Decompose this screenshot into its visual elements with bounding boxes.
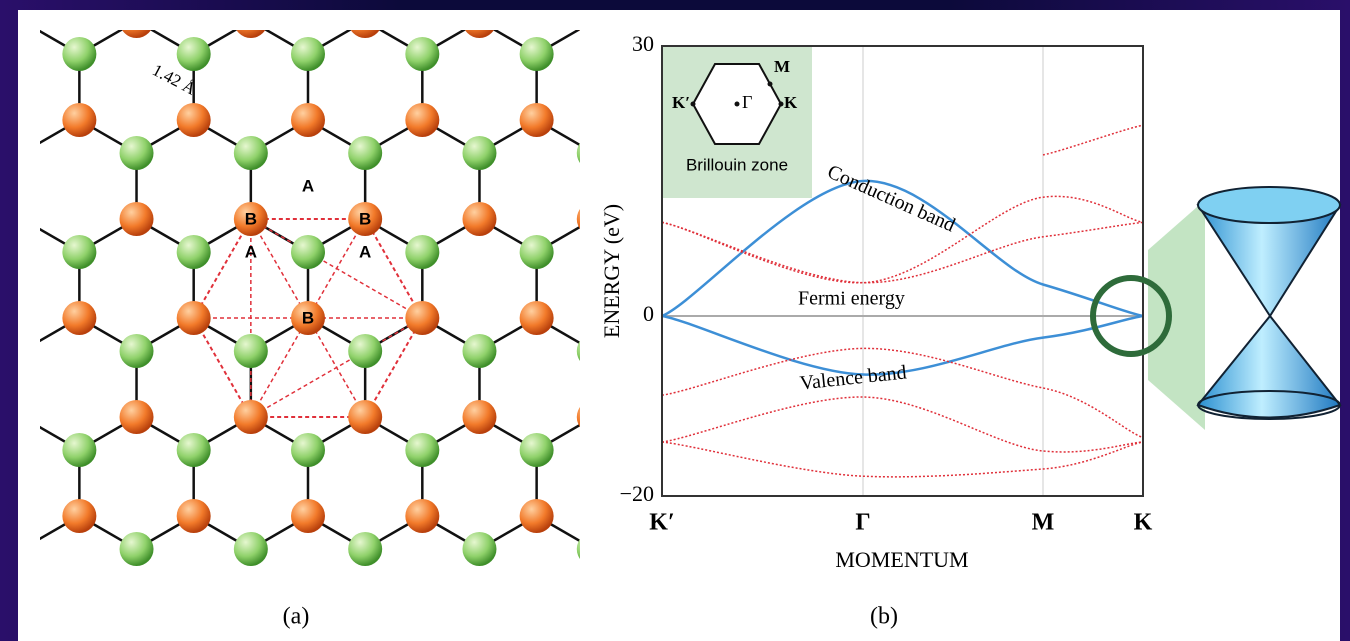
x-tick-label: Γ: [855, 510, 870, 536]
atom-b: [291, 499, 325, 533]
atom-label: B: [359, 209, 371, 228]
atom-b: [62, 499, 96, 533]
bz-point: [768, 81, 773, 86]
atom-a: [462, 136, 496, 170]
atom-b: [462, 400, 496, 434]
atom-a: [177, 433, 211, 467]
atom-a: [234, 532, 268, 566]
atom-label: A: [302, 176, 314, 195]
figure: AAABBB1.42 Å (a) (b) K′ΓMK300−20ΓKK′MBri…: [0, 0, 1350, 641]
atom-b: [520, 301, 554, 335]
atom-b: [405, 499, 439, 533]
atom-b: [520, 499, 554, 533]
y-axis-label: ENERGY (eV): [599, 204, 624, 338]
atom-a: [120, 334, 154, 368]
inset-k-prime: K′: [672, 93, 690, 112]
atom-a: [520, 235, 554, 269]
atom-a: [405, 433, 439, 467]
atom-a: [62, 433, 96, 467]
atom-b: [177, 103, 211, 137]
inset-title: Brillouin zone: [686, 155, 788, 174]
inset-gamma: Γ: [742, 92, 752, 112]
atom-a: [348, 334, 382, 368]
atom-a: [348, 532, 382, 566]
atom-b: [62, 103, 96, 137]
atom-b: [348, 400, 382, 434]
atom-b: [234, 400, 268, 434]
bz-point: [691, 102, 696, 107]
atom-b: [520, 103, 554, 137]
caption-b: (b): [870, 604, 898, 630]
atom-a: [62, 235, 96, 269]
atom-a: [520, 433, 554, 467]
atom-b: [405, 103, 439, 137]
atom-a: [177, 37, 211, 71]
x-tick-label: M: [1032, 510, 1055, 536]
atom-b: [405, 301, 439, 335]
bz-point: [735, 102, 740, 107]
atom-a: [462, 334, 496, 368]
y-tick-label: −20: [620, 481, 654, 506]
atom-a: [462, 532, 496, 566]
atom-a: [520, 37, 554, 71]
cone-top: [1198, 187, 1340, 223]
x-tick-label: K: [1134, 510, 1153, 536]
atom-b: [177, 499, 211, 533]
atom-label: B: [302, 308, 314, 327]
atom-a: [234, 334, 268, 368]
atom-label: A: [245, 242, 257, 261]
atom-a: [234, 136, 268, 170]
atom-a: [62, 37, 96, 71]
atom-b: [120, 400, 154, 434]
atom-label: B: [245, 209, 257, 228]
atom-label: A: [359, 242, 371, 261]
fermi-label: Fermi energy: [798, 288, 905, 310]
atom-a: [120, 136, 154, 170]
atom-a: [348, 136, 382, 170]
atom-a: [291, 235, 325, 269]
caption-a: (a): [283, 604, 310, 630]
atom-b: [291, 103, 325, 137]
page: AAABBB1.42 Å (a) (b) K′ΓMK300−20ΓKK′MBri…: [0, 0, 1350, 641]
atom-a: [405, 37, 439, 71]
atom-b: [462, 202, 496, 236]
x-axis-label: MOMENTUM: [835, 547, 968, 572]
inset-m: M: [774, 57, 790, 76]
atom-a: [291, 37, 325, 71]
y-tick-label: 0: [643, 301, 654, 326]
atom-a: [405, 235, 439, 269]
atom-b: [120, 202, 154, 236]
atom-a: [291, 433, 325, 467]
atom-b: [177, 301, 211, 335]
y-tick-label: 30: [632, 31, 654, 56]
atom-a: [120, 532, 154, 566]
x-tick-label: K′: [649, 510, 674, 536]
inset-k: K: [784, 93, 798, 112]
bz-point: [779, 102, 784, 107]
atom-b: [62, 301, 96, 335]
atom-a: [177, 235, 211, 269]
